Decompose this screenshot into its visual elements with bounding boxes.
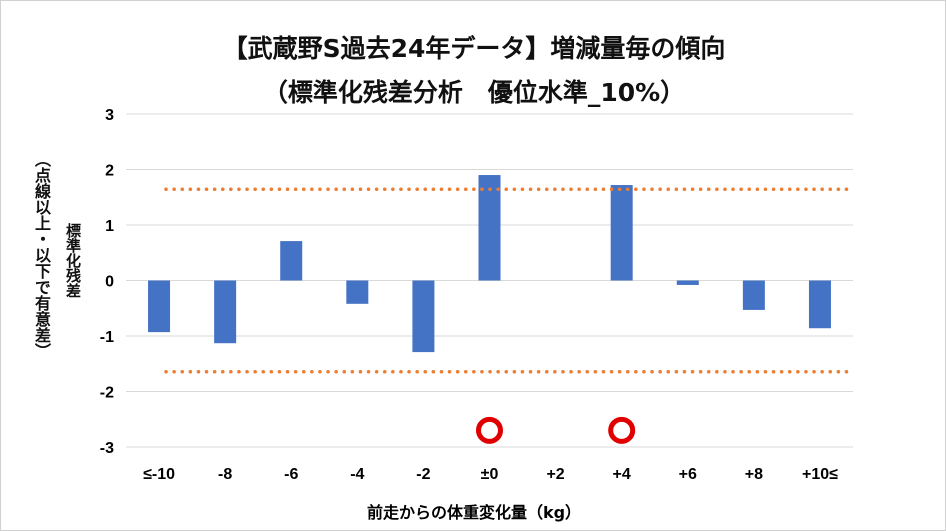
y-axis-note: （点線以上・以下で有意差）	[32, 151, 51, 359]
bar	[676, 280, 699, 285]
x-axis-label: 前走からの体重変化量（kg）	[366, 503, 582, 522]
y-tick-label: -2	[100, 385, 114, 402]
y-tick-label: 2	[105, 163, 114, 180]
x-tick-label: -4	[350, 466, 364, 483]
bar	[478, 175, 501, 281]
significance-marker	[476, 416, 503, 444]
bar	[412, 280, 435, 353]
x-tick-label: -8	[218, 466, 232, 483]
bar	[214, 280, 237, 344]
y-tick-label: 1	[105, 218, 114, 235]
y-tick-label: 0	[105, 274, 114, 291]
y-tick-label: -1	[100, 329, 114, 346]
x-tick-label: ±0	[481, 466, 499, 483]
x-tick-label: -6	[284, 466, 298, 483]
chart-subtitle: （標準化残差分析 優位水準_10%）	[262, 78, 686, 107]
x-tick-label: +4	[613, 466, 631, 483]
y-tick-label: -3	[100, 440, 114, 457]
x-tick-label: +10≤	[802, 466, 838, 483]
bar	[808, 280, 831, 329]
bar	[148, 280, 171, 333]
bar	[742, 280, 765, 310]
y-axis-label: 標準化残差	[64, 223, 82, 298]
significance-marker	[608, 416, 636, 444]
chart-title: 【武蔵野S過去24年データ】増減量毎の傾向	[222, 34, 726, 63]
x-tick-label: -2	[416, 466, 430, 483]
bar	[346, 280, 369, 304]
x-tick-label: +2	[546, 466, 564, 483]
y-tick-label: 3	[105, 107, 114, 124]
x-tick-label: +8	[745, 466, 763, 483]
bar	[610, 185, 633, 281]
bar	[280, 241, 303, 281]
x-tick-label: ≤-10	[143, 466, 175, 483]
x-tick-label: +6	[679, 466, 697, 483]
